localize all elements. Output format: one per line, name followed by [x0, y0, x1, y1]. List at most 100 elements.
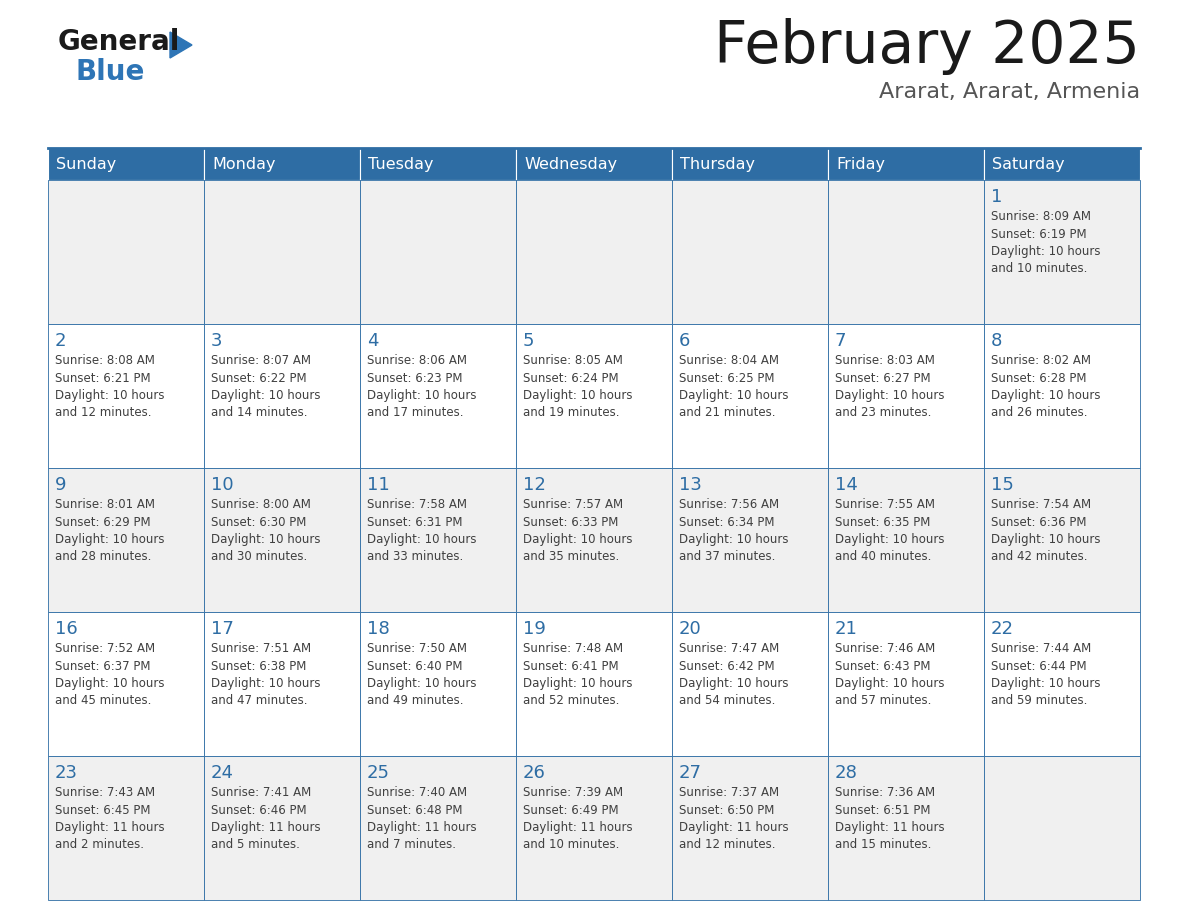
- Bar: [672, 148, 828, 180]
- Text: Tuesday: Tuesday: [368, 156, 434, 172]
- Text: Sunrise: 8:02 AM
Sunset: 6:28 PM
Daylight: 10 hours
and 26 minutes.: Sunrise: 8:02 AM Sunset: 6:28 PM Dayligh…: [991, 354, 1100, 420]
- Text: Saturday: Saturday: [992, 156, 1064, 172]
- Text: 15: 15: [991, 476, 1013, 494]
- Text: 16: 16: [55, 620, 77, 638]
- Text: Ararat, Ararat, Armenia: Ararat, Ararat, Armenia: [879, 82, 1140, 102]
- Text: Sunrise: 7:39 AM
Sunset: 6:49 PM
Daylight: 11 hours
and 10 minutes.: Sunrise: 7:39 AM Sunset: 6:49 PM Dayligh…: [523, 786, 633, 852]
- Bar: [984, 612, 1140, 756]
- Text: 10: 10: [211, 476, 234, 494]
- Bar: [984, 180, 1140, 324]
- Bar: [204, 468, 360, 612]
- Bar: [672, 324, 828, 468]
- Text: 22: 22: [991, 620, 1015, 638]
- Text: Monday: Monday: [211, 156, 276, 172]
- Text: Sunrise: 8:05 AM
Sunset: 6:24 PM
Daylight: 10 hours
and 19 minutes.: Sunrise: 8:05 AM Sunset: 6:24 PM Dayligh…: [523, 354, 632, 420]
- Bar: [48, 612, 204, 756]
- Text: 6: 6: [680, 332, 690, 350]
- Text: Sunrise: 7:56 AM
Sunset: 6:34 PM
Daylight: 10 hours
and 37 minutes.: Sunrise: 7:56 AM Sunset: 6:34 PM Dayligh…: [680, 498, 789, 564]
- Text: Sunrise: 8:09 AM
Sunset: 6:19 PM
Daylight: 10 hours
and 10 minutes.: Sunrise: 8:09 AM Sunset: 6:19 PM Dayligh…: [991, 210, 1100, 275]
- Text: 8: 8: [991, 332, 1003, 350]
- Text: Sunrise: 7:54 AM
Sunset: 6:36 PM
Daylight: 10 hours
and 42 minutes.: Sunrise: 7:54 AM Sunset: 6:36 PM Dayligh…: [991, 498, 1100, 564]
- Bar: [672, 180, 828, 324]
- Text: Sunrise: 8:03 AM
Sunset: 6:27 PM
Daylight: 10 hours
and 23 minutes.: Sunrise: 8:03 AM Sunset: 6:27 PM Dayligh…: [835, 354, 944, 420]
- Text: Sunrise: 7:48 AM
Sunset: 6:41 PM
Daylight: 10 hours
and 52 minutes.: Sunrise: 7:48 AM Sunset: 6:41 PM Dayligh…: [523, 642, 632, 708]
- Text: 18: 18: [367, 620, 390, 638]
- Bar: [828, 468, 984, 612]
- Bar: [516, 180, 672, 324]
- Bar: [516, 756, 672, 900]
- Text: Sunrise: 7:57 AM
Sunset: 6:33 PM
Daylight: 10 hours
and 35 minutes.: Sunrise: 7:57 AM Sunset: 6:33 PM Dayligh…: [523, 498, 632, 564]
- Bar: [204, 756, 360, 900]
- Text: Sunrise: 7:58 AM
Sunset: 6:31 PM
Daylight: 10 hours
and 33 minutes.: Sunrise: 7:58 AM Sunset: 6:31 PM Dayligh…: [367, 498, 476, 564]
- Text: Sunrise: 7:50 AM
Sunset: 6:40 PM
Daylight: 10 hours
and 49 minutes.: Sunrise: 7:50 AM Sunset: 6:40 PM Dayligh…: [367, 642, 476, 708]
- Text: Sunrise: 7:43 AM
Sunset: 6:45 PM
Daylight: 11 hours
and 2 minutes.: Sunrise: 7:43 AM Sunset: 6:45 PM Dayligh…: [55, 786, 165, 852]
- Bar: [984, 324, 1140, 468]
- Bar: [48, 468, 204, 612]
- Text: Sunrise: 7:47 AM
Sunset: 6:42 PM
Daylight: 10 hours
and 54 minutes.: Sunrise: 7:47 AM Sunset: 6:42 PM Dayligh…: [680, 642, 789, 708]
- Text: Sunrise: 7:40 AM
Sunset: 6:48 PM
Daylight: 11 hours
and 7 minutes.: Sunrise: 7:40 AM Sunset: 6:48 PM Dayligh…: [367, 786, 476, 852]
- Text: Sunrise: 7:51 AM
Sunset: 6:38 PM
Daylight: 10 hours
and 47 minutes.: Sunrise: 7:51 AM Sunset: 6:38 PM Dayligh…: [211, 642, 321, 708]
- Bar: [516, 148, 672, 180]
- Bar: [984, 756, 1140, 900]
- Text: 11: 11: [367, 476, 390, 494]
- Text: Thursday: Thursday: [680, 156, 756, 172]
- Text: 13: 13: [680, 476, 702, 494]
- Bar: [204, 148, 360, 180]
- Bar: [360, 612, 516, 756]
- Text: 21: 21: [835, 620, 858, 638]
- Bar: [984, 148, 1140, 180]
- Text: 25: 25: [367, 764, 390, 782]
- Polygon shape: [170, 32, 192, 58]
- Text: Sunrise: 8:07 AM
Sunset: 6:22 PM
Daylight: 10 hours
and 14 minutes.: Sunrise: 8:07 AM Sunset: 6:22 PM Dayligh…: [211, 354, 321, 420]
- Text: Sunrise: 7:37 AM
Sunset: 6:50 PM
Daylight: 11 hours
and 12 minutes.: Sunrise: 7:37 AM Sunset: 6:50 PM Dayligh…: [680, 786, 789, 852]
- Bar: [360, 756, 516, 900]
- Text: February 2025: February 2025: [714, 18, 1140, 75]
- Text: Sunrise: 7:52 AM
Sunset: 6:37 PM
Daylight: 10 hours
and 45 minutes.: Sunrise: 7:52 AM Sunset: 6:37 PM Dayligh…: [55, 642, 164, 708]
- Bar: [360, 180, 516, 324]
- Bar: [516, 468, 672, 612]
- Text: Sunrise: 7:46 AM
Sunset: 6:43 PM
Daylight: 10 hours
and 57 minutes.: Sunrise: 7:46 AM Sunset: 6:43 PM Dayligh…: [835, 642, 944, 708]
- Text: Sunrise: 7:44 AM
Sunset: 6:44 PM
Daylight: 10 hours
and 59 minutes.: Sunrise: 7:44 AM Sunset: 6:44 PM Dayligh…: [991, 642, 1100, 708]
- Text: Friday: Friday: [836, 156, 885, 172]
- Bar: [828, 180, 984, 324]
- Bar: [204, 180, 360, 324]
- Text: 1: 1: [991, 188, 1003, 206]
- Bar: [672, 612, 828, 756]
- Text: 12: 12: [523, 476, 545, 494]
- Text: 2: 2: [55, 332, 67, 350]
- Bar: [204, 324, 360, 468]
- Text: 7: 7: [835, 332, 847, 350]
- Text: Sunrise: 8:00 AM
Sunset: 6:30 PM
Daylight: 10 hours
and 30 minutes.: Sunrise: 8:00 AM Sunset: 6:30 PM Dayligh…: [211, 498, 321, 564]
- Text: Sunday: Sunday: [56, 156, 116, 172]
- Bar: [516, 324, 672, 468]
- Bar: [48, 324, 204, 468]
- Bar: [828, 148, 984, 180]
- Bar: [360, 468, 516, 612]
- Bar: [204, 612, 360, 756]
- Bar: [828, 756, 984, 900]
- Text: Sunrise: 8:08 AM
Sunset: 6:21 PM
Daylight: 10 hours
and 12 minutes.: Sunrise: 8:08 AM Sunset: 6:21 PM Dayligh…: [55, 354, 164, 420]
- Text: Sunrise: 7:36 AM
Sunset: 6:51 PM
Daylight: 11 hours
and 15 minutes.: Sunrise: 7:36 AM Sunset: 6:51 PM Dayligh…: [835, 786, 944, 852]
- Bar: [48, 180, 204, 324]
- Bar: [48, 756, 204, 900]
- Bar: [360, 324, 516, 468]
- Text: 9: 9: [55, 476, 67, 494]
- Text: 20: 20: [680, 620, 702, 638]
- Text: Sunrise: 8:06 AM
Sunset: 6:23 PM
Daylight: 10 hours
and 17 minutes.: Sunrise: 8:06 AM Sunset: 6:23 PM Dayligh…: [367, 354, 476, 420]
- Bar: [672, 468, 828, 612]
- Text: Sunrise: 8:04 AM
Sunset: 6:25 PM
Daylight: 10 hours
and 21 minutes.: Sunrise: 8:04 AM Sunset: 6:25 PM Dayligh…: [680, 354, 789, 420]
- Bar: [828, 324, 984, 468]
- Text: Sunrise: 7:41 AM
Sunset: 6:46 PM
Daylight: 11 hours
and 5 minutes.: Sunrise: 7:41 AM Sunset: 6:46 PM Dayligh…: [211, 786, 321, 852]
- Text: 26: 26: [523, 764, 545, 782]
- Text: 28: 28: [835, 764, 858, 782]
- Bar: [516, 612, 672, 756]
- Bar: [48, 148, 204, 180]
- Text: 3: 3: [211, 332, 222, 350]
- Bar: [360, 148, 516, 180]
- Text: 14: 14: [835, 476, 858, 494]
- Text: 27: 27: [680, 764, 702, 782]
- Text: Wednesday: Wednesday: [524, 156, 617, 172]
- Text: Sunrise: 8:01 AM
Sunset: 6:29 PM
Daylight: 10 hours
and 28 minutes.: Sunrise: 8:01 AM Sunset: 6:29 PM Dayligh…: [55, 498, 164, 564]
- Text: 17: 17: [211, 620, 234, 638]
- Text: General: General: [58, 28, 181, 56]
